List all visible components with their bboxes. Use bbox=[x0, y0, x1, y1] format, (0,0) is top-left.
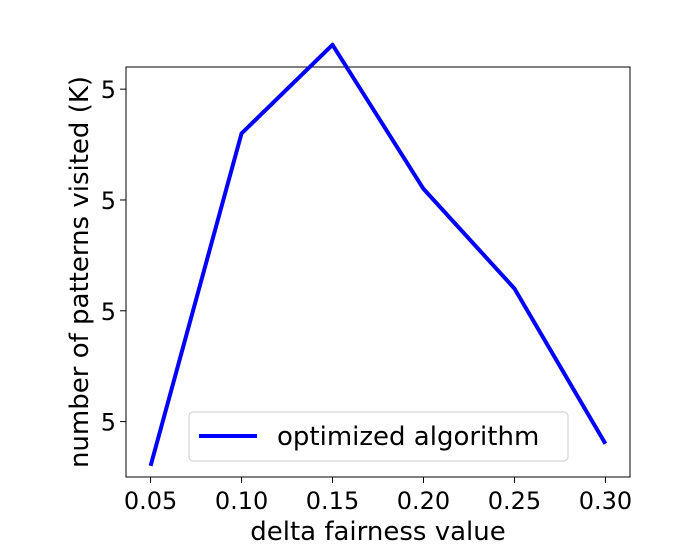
y-tick-label: 5 bbox=[101, 298, 116, 326]
y-tick-label: 5 bbox=[101, 409, 116, 437]
x-axis-label: delta fairness value bbox=[250, 517, 506, 547]
x-tick-label: 0.30 bbox=[579, 487, 632, 515]
legend-label-optimized-algorithm: optimized algorithm bbox=[277, 422, 539, 452]
x-tick-label: 0.10 bbox=[215, 487, 268, 515]
legend: optimized algorithm bbox=[188, 411, 569, 462]
plot-frame bbox=[125, 66, 631, 478]
x-tick-label: 0.05 bbox=[124, 487, 177, 515]
x-tick-label: 0.20 bbox=[397, 487, 450, 515]
plot-area bbox=[125, 42, 631, 478]
y-axis: 5 5 5 5 bbox=[101, 76, 126, 437]
series-layer bbox=[148, 42, 608, 467]
x-axis: 0.05 0.10 0.15 0.20 0.25 0.30 bbox=[124, 477, 632, 515]
series-line-optimized-algorithm bbox=[148, 42, 608, 467]
y-tick-label: 5 bbox=[101, 187, 116, 215]
x-tick-label: 0.15 bbox=[306, 487, 359, 515]
x-tick-label: 0.25 bbox=[488, 487, 541, 515]
y-tick-label: 5 bbox=[101, 76, 116, 104]
legend-box bbox=[188, 411, 569, 462]
y-axis-label: number of patterns visited (K) bbox=[65, 76, 95, 468]
